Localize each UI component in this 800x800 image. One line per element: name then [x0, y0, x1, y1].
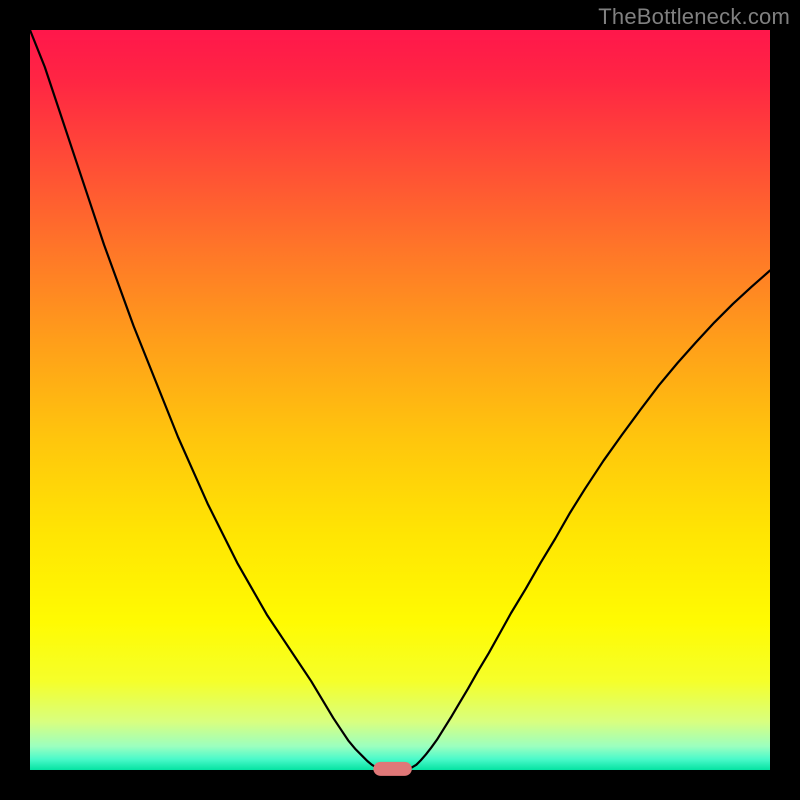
optimal-marker — [373, 762, 411, 776]
chart-container: TheBottleneck.com — [0, 0, 800, 800]
plot-area — [30, 30, 770, 770]
watermark-text: TheBottleneck.com — [598, 4, 790, 30]
bottleneck-chart — [0, 0, 800, 800]
